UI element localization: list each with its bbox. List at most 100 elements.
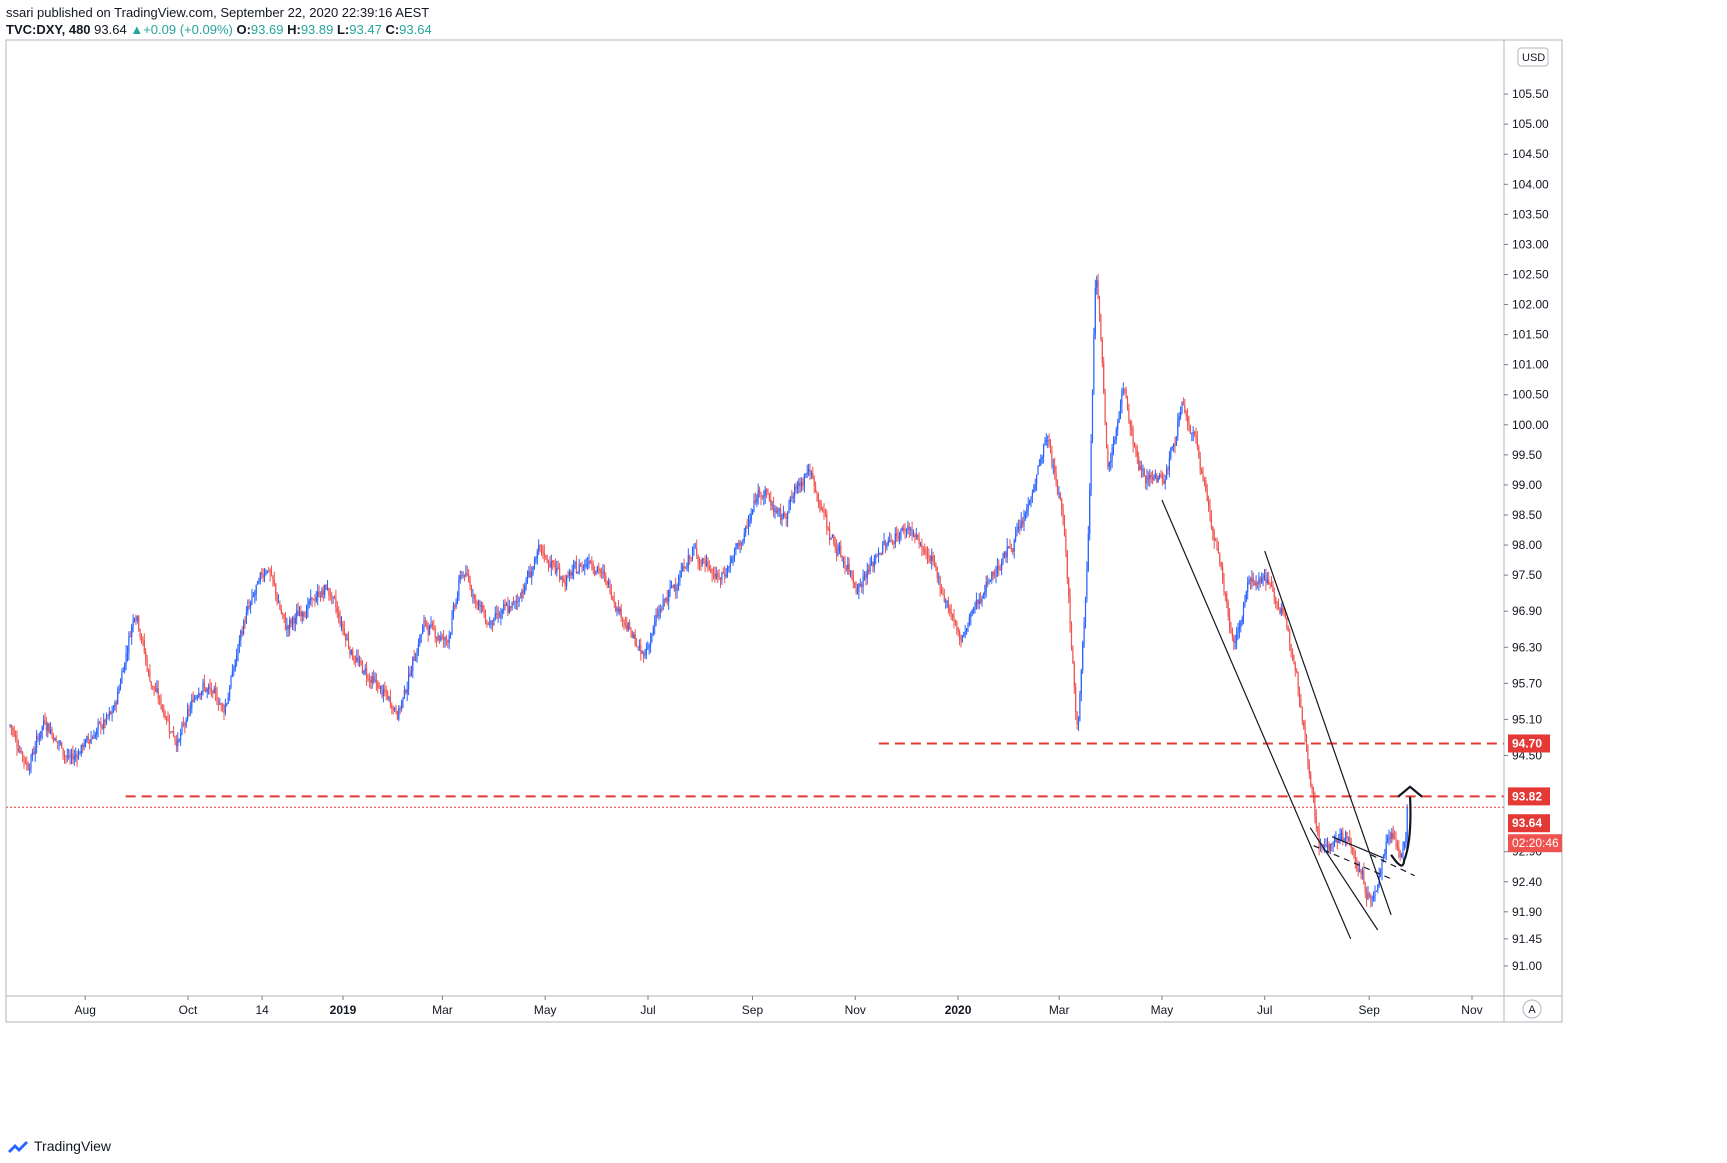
candle-body — [826, 513, 828, 529]
candle-body — [859, 584, 861, 585]
candle-body — [745, 526, 747, 534]
candle-body — [904, 529, 906, 532]
auto-scale-button[interactable] — [1522, 999, 1542, 1019]
candle-body — [1114, 439, 1116, 445]
candle-body — [1171, 446, 1173, 448]
candle-body — [830, 537, 832, 540]
candle-body — [1373, 896, 1375, 899]
candle-body — [1359, 869, 1361, 872]
candle-body — [354, 660, 356, 662]
symbol-label[interactable]: TVC:DXY, 480 — [6, 22, 91, 37]
candle-body — [181, 723, 183, 734]
trend-line[interactable] — [1370, 854, 1415, 877]
candle-body — [282, 613, 284, 614]
candle-body — [1259, 578, 1261, 583]
candle-body — [1177, 421, 1179, 437]
candle-body — [705, 561, 708, 566]
candle-body — [701, 559, 703, 565]
candle-body — [198, 693, 200, 697]
candle-body — [557, 567, 559, 569]
candle-body — [897, 536, 899, 539]
candle-body — [496, 613, 498, 615]
candle-body — [97, 721, 99, 730]
candle-body — [1370, 895, 1372, 899]
candle-body — [655, 614, 657, 622]
candle-body — [996, 566, 998, 573]
candle-body — [1398, 846, 1400, 851]
candle-body — [80, 744, 82, 754]
currency-box[interactable] — [1517, 47, 1549, 67]
candle-body — [29, 769, 31, 770]
projection-arrow[interactable] — [1390, 796, 1412, 867]
candle-body — [1319, 845, 1322, 848]
trend-line[interactable] — [1331, 836, 1383, 859]
candle-body — [1029, 501, 1031, 505]
trend-line[interactable] — [1161, 499, 1352, 940]
candle-body — [1075, 686, 1077, 712]
tradingview-logo-icon[interactable] — [8, 1139, 28, 1153]
candle-body — [245, 611, 247, 623]
trend-line[interactable] — [1309, 827, 1379, 931]
candle-body — [732, 557, 734, 559]
candle-body — [261, 572, 263, 575]
candle-body — [1251, 578, 1253, 582]
candle-body — [1178, 416, 1180, 422]
candle-body — [686, 567, 688, 569]
candle-body — [118, 688, 120, 692]
candle-body — [1403, 841, 1405, 848]
candle-body — [280, 608, 282, 614]
candle-body — [700, 563, 702, 565]
candle-body — [1082, 641, 1084, 671]
candle-body — [343, 628, 345, 635]
y-tick-label: 105.50 — [1512, 87, 1549, 101]
candle-body — [142, 639, 144, 641]
candle-body — [1003, 552, 1005, 559]
candle-body — [919, 543, 922, 545]
candle-body — [270, 573, 273, 576]
candle-body — [918, 538, 920, 545]
candle-body — [44, 720, 46, 723]
candle-body — [143, 639, 145, 652]
candle-body — [595, 571, 597, 575]
candle-body — [637, 646, 639, 649]
trend-line[interactable] — [1313, 845, 1392, 880]
price-axis[interactable]: 105.50 105.00 104.50 104.00 103.50 103.00 102.… — [1504, 47, 1549, 973]
candle-body — [45, 722, 47, 731]
candle-body — [719, 577, 722, 581]
candle-body — [86, 736, 88, 742]
candle-body — [209, 686, 211, 689]
candle-body — [802, 481, 804, 486]
candle-body — [1301, 707, 1303, 722]
footer-brand[interactable]: TradingView — [34, 1138, 112, 1154]
candle-body — [1048, 439, 1050, 444]
x-tick-label: Mar — [1049, 1003, 1070, 1017]
candle-body — [615, 602, 617, 611]
candle-body — [949, 607, 951, 613]
candle-body — [138, 616, 140, 630]
candle-body — [1317, 826, 1319, 829]
y-tick-label: 99.50 — [1512, 448, 1542, 462]
candle-body — [843, 561, 845, 563]
levels-layer — [6, 742, 1504, 808]
candle-body — [1166, 468, 1168, 480]
candle-body — [1331, 843, 1333, 845]
candle-body — [173, 731, 175, 737]
candle-body — [22, 752, 24, 756]
candle-body — [519, 597, 522, 599]
time-axis[interactable]: Aug Oct 14 2019 Mar May Jul Sep Nov 2020 Mar May Jul… — [75, 996, 1542, 1019]
candle-body — [426, 621, 428, 627]
y-tick-label: 101.00 — [1512, 358, 1549, 372]
open-value: 93.69 — [250, 22, 284, 37]
candle-body — [135, 618, 137, 621]
trend-line[interactable] — [1264, 550, 1392, 916]
y-tick-label: 98.50 — [1512, 508, 1542, 522]
candle-body — [1009, 546, 1011, 549]
candle-body — [907, 526, 909, 530]
candle-body — [1406, 807, 1408, 839]
candle-body — [725, 574, 727, 577]
candle-body — [456, 596, 459, 602]
candle-body — [399, 708, 401, 709]
candle-body — [1198, 446, 1200, 458]
candle-body — [75, 754, 77, 757]
